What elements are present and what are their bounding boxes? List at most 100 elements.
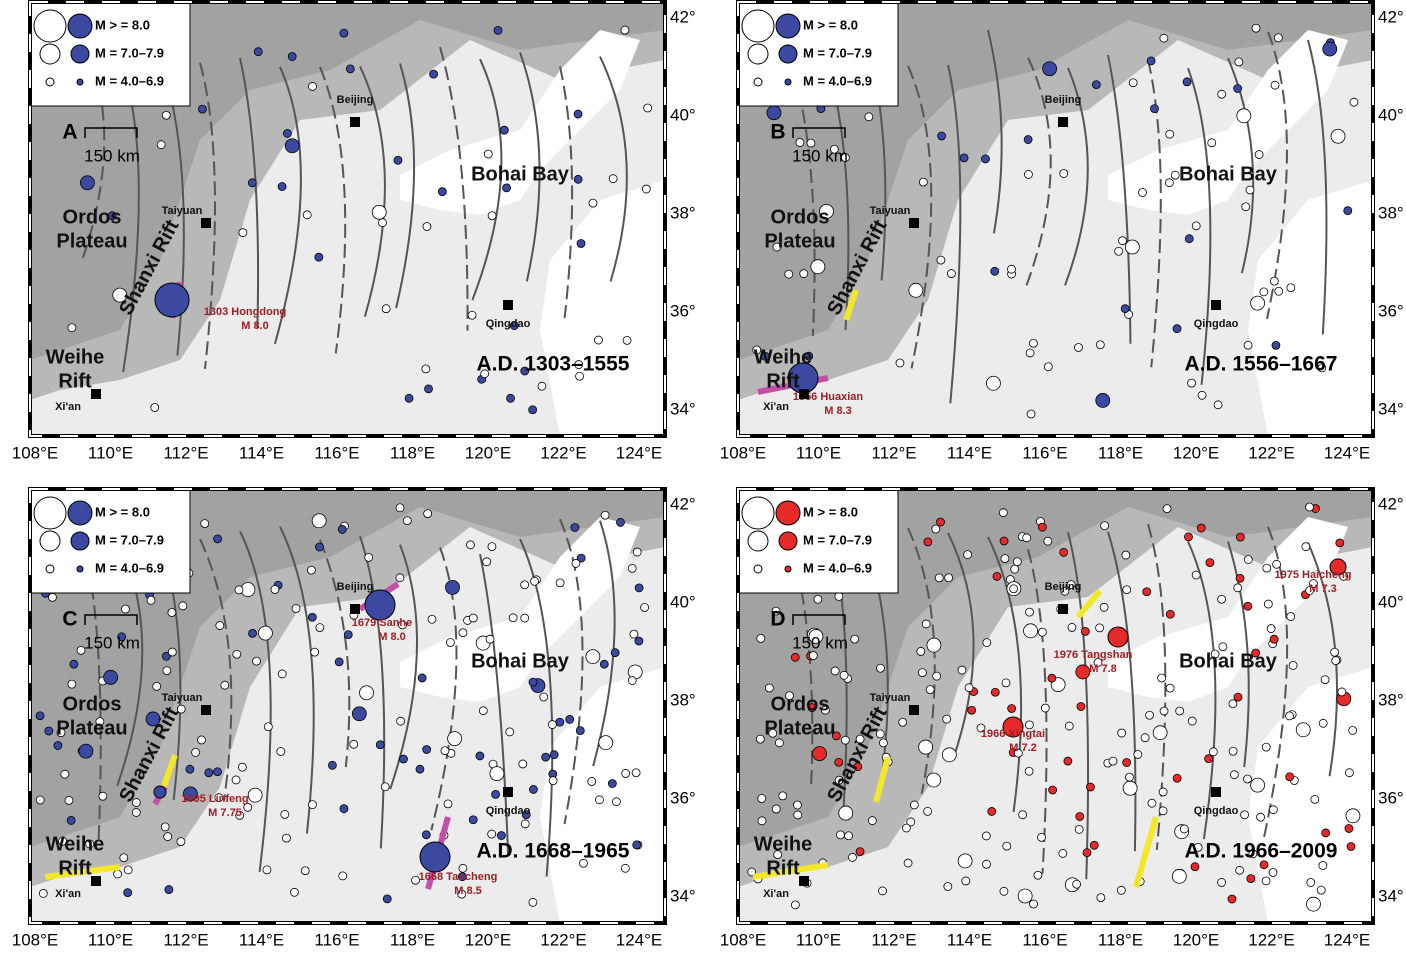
earthquake [427,614,437,624]
earthquake [855,734,865,744]
earthquake [176,704,186,714]
legend-label: M > = 8.0 [803,504,858,519]
earthquake [629,629,639,639]
earthquake [850,634,860,644]
earthquake [1042,61,1058,77]
earthquake [1029,899,1038,909]
rupture [44,864,121,880]
lat-label: 42° [670,494,696,513]
earthquake [895,358,905,368]
lat-label: 42° [1378,494,1404,513]
panel-letter: A [62,121,77,144]
legend-label: M > = 8.0 [95,504,150,519]
earthquake [1093,657,1103,667]
earthquake [1033,870,1043,880]
earthquake [1007,704,1017,713]
rupture [752,862,829,880]
earthquake [521,810,531,820]
earthquake [1337,687,1347,697]
fault-line [1187,67,1212,385]
scale-label: 150 km [84,633,140,652]
place-label: Qingdao [1194,318,1239,330]
earthquake [1235,865,1245,875]
earthquake [1179,824,1189,834]
earthquake [231,775,241,785]
earthquake [1040,703,1050,713]
earthquake [252,656,261,666]
earthquake [1001,678,1011,688]
earthquake [528,405,538,415]
earthquake [1191,570,1201,580]
earthquake [588,198,598,208]
earthquake [487,211,497,221]
earthquake [1122,585,1132,595]
earthquake [480,369,490,379]
earthquake [238,228,248,238]
earthquake [1133,750,1143,759]
map-frame-ticks [737,1,1374,437]
earthquake [1074,343,1083,352]
earthquake [547,720,557,729]
earthquake [1002,841,1012,851]
fault-line [519,52,541,282]
earthquake [1063,756,1073,766]
earthquake [215,621,225,630]
fault-line [1263,526,1289,838]
lat-label: 38° [670,690,696,709]
earthquake [487,542,497,551]
earthquake [247,787,263,803]
earthquake [315,542,324,552]
fault-line [1107,531,1137,852]
earthquake [119,853,129,863]
city-marker [503,300,513,310]
legend-open [45,77,55,87]
earthquake [634,583,644,593]
lat-label: 40° [1378,592,1404,611]
earthquake [359,685,374,701]
earthquake [909,800,919,810]
earthquake [784,269,794,279]
earthquake [573,109,583,119]
panel-letter: C [62,608,77,631]
lon-label: 118°E [1098,443,1143,462]
place-label: Beijing [337,581,374,593]
earthquake [541,752,551,762]
earthquake [548,776,558,786]
map-frame-ticks [29,1,666,437]
earthquake [1117,728,1127,738]
earthquake [1172,773,1182,783]
earthquake [768,728,778,738]
city-marker [909,705,919,715]
earthquake [836,830,845,840]
earthquake [458,628,468,638]
earthquake [982,638,992,648]
lon-label: 112°E [163,930,208,949]
earthquake [123,865,133,875]
place-label: Ordos [63,693,122,715]
earthquake [1349,97,1359,107]
city-marker [909,218,919,228]
lat-label: 38° [1378,203,1404,222]
earthquake [838,805,854,821]
earthquake [131,798,141,807]
earthquake [957,665,967,675]
earthquake [1024,720,1034,730]
earthquake [1159,706,1169,716]
earthquake [1295,722,1311,738]
earthquake [1158,787,1168,797]
place-label: Bohai Bay [1179,650,1278,672]
earthquake [620,863,630,873]
earthquake [161,651,171,661]
lon-label: 124°E [616,930,663,949]
period-label: A.D. 1556–1667 [1185,353,1338,376]
earthquake [1080,626,1090,636]
earthquake [1250,295,1265,311]
place-label: Ordos [771,206,830,228]
earthquake [1213,400,1223,410]
lon-label: 116°E [314,930,359,949]
place-label: Rift [766,370,800,392]
rupture [873,756,891,803]
earthquake [429,69,438,79]
earthquake [338,871,348,881]
